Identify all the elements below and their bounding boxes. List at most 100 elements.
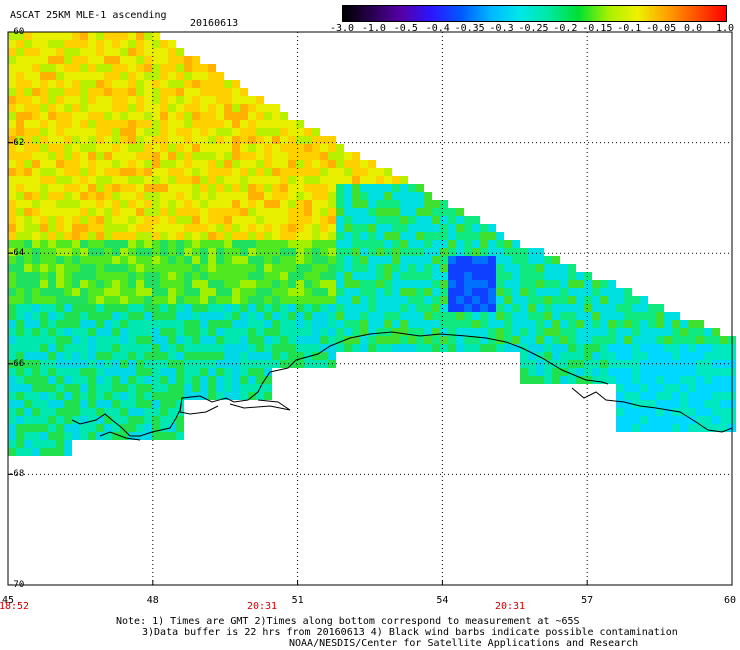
data-cell: [296, 128, 304, 136]
data-cell: [696, 384, 704, 392]
data-cell: [648, 408, 656, 416]
data-cell: [168, 288, 176, 296]
data-cell: [184, 304, 192, 312]
data-cell: [152, 88, 160, 96]
data-cell: [480, 232, 488, 240]
data-cell: [432, 304, 440, 312]
data-cell: [96, 256, 104, 264]
data-cell: [312, 328, 320, 336]
data-cell: [104, 184, 112, 192]
data-cell: [112, 272, 120, 280]
data-cell: [496, 272, 504, 280]
data-cell: [360, 272, 368, 280]
data-cell: [432, 256, 440, 264]
data-cell: [392, 312, 400, 320]
data-cell: [248, 288, 256, 296]
data-cell: [40, 392, 48, 400]
data-cell: [576, 352, 584, 360]
data-cell: [152, 64, 160, 72]
data-cell: [496, 240, 504, 248]
data-cell: [128, 408, 136, 416]
data-cell: [112, 424, 120, 432]
data-cell: [192, 216, 200, 224]
data-cell: [616, 352, 624, 360]
data-cell: [400, 304, 408, 312]
data-cell: [448, 320, 456, 328]
data-cell: [568, 280, 576, 288]
data-cell: [144, 96, 152, 104]
data-cell: [400, 264, 408, 272]
data-cell: [152, 136, 160, 144]
data-cell: [688, 408, 696, 416]
data-cell: [120, 400, 128, 408]
data-cell: [40, 296, 48, 304]
data-cell: [136, 344, 144, 352]
data-cell: [240, 112, 248, 120]
data-cell: [152, 184, 160, 192]
data-cell: [24, 264, 32, 272]
data-cell: [40, 48, 48, 56]
data-cell: [128, 48, 136, 56]
data-cell: [176, 400, 184, 408]
data-cell: [376, 264, 384, 272]
data-cell: [40, 232, 48, 240]
data-cell: [336, 320, 344, 328]
data-cell: [16, 240, 24, 248]
data-cell: [64, 32, 72, 40]
data-cell: [512, 336, 520, 344]
data-cell: [80, 112, 88, 120]
data-cell: [480, 320, 488, 328]
data-cell: [88, 240, 96, 248]
data-cell: [264, 184, 272, 192]
data-cell: [8, 64, 16, 72]
data-cell: [120, 304, 128, 312]
data-cell: [48, 120, 56, 128]
data-cell: [616, 320, 624, 328]
data-cell: [440, 312, 448, 320]
data-cell: [328, 296, 336, 304]
data-cell: [256, 232, 264, 240]
data-cell: [416, 216, 424, 224]
data-cell: [432, 280, 440, 288]
data-cell: [400, 328, 408, 336]
data-cell: [8, 232, 16, 240]
data-cell: [464, 232, 472, 240]
data-cell: [632, 376, 640, 384]
data-cell: [288, 320, 296, 328]
data-cell: [160, 352, 168, 360]
data-cell: [240, 384, 248, 392]
data-cell: [152, 352, 160, 360]
data-cell: [96, 152, 104, 160]
data-cell: [584, 352, 592, 360]
data-cell: [72, 296, 80, 304]
data-cell: [48, 344, 56, 352]
data-cell: [176, 376, 184, 384]
data-cell: [600, 280, 608, 288]
data-cell: [80, 240, 88, 248]
data-cell: [248, 368, 256, 376]
data-cell: [304, 232, 312, 240]
data-cell: [200, 192, 208, 200]
data-cell: [208, 296, 216, 304]
data-cell: [376, 304, 384, 312]
data-cell: [136, 264, 144, 272]
data-cell: [152, 232, 160, 240]
data-cell: [712, 336, 720, 344]
data-cell: [88, 128, 96, 136]
data-cell: [64, 408, 72, 416]
data-cell: [232, 352, 240, 360]
data-cell: [112, 328, 120, 336]
data-cell: [160, 400, 168, 408]
data-cell: [392, 232, 400, 240]
data-cell: [72, 232, 80, 240]
data-cell: [216, 240, 224, 248]
data-cell: [120, 384, 128, 392]
data-cell: [160, 320, 168, 328]
data-cell: [24, 72, 32, 80]
longitude-label: 54: [436, 595, 449, 606]
data-cell: [128, 144, 136, 152]
data-cell: [160, 256, 168, 264]
data-cell: [8, 320, 16, 328]
data-cell: [304, 216, 312, 224]
data-cell: [672, 400, 680, 408]
